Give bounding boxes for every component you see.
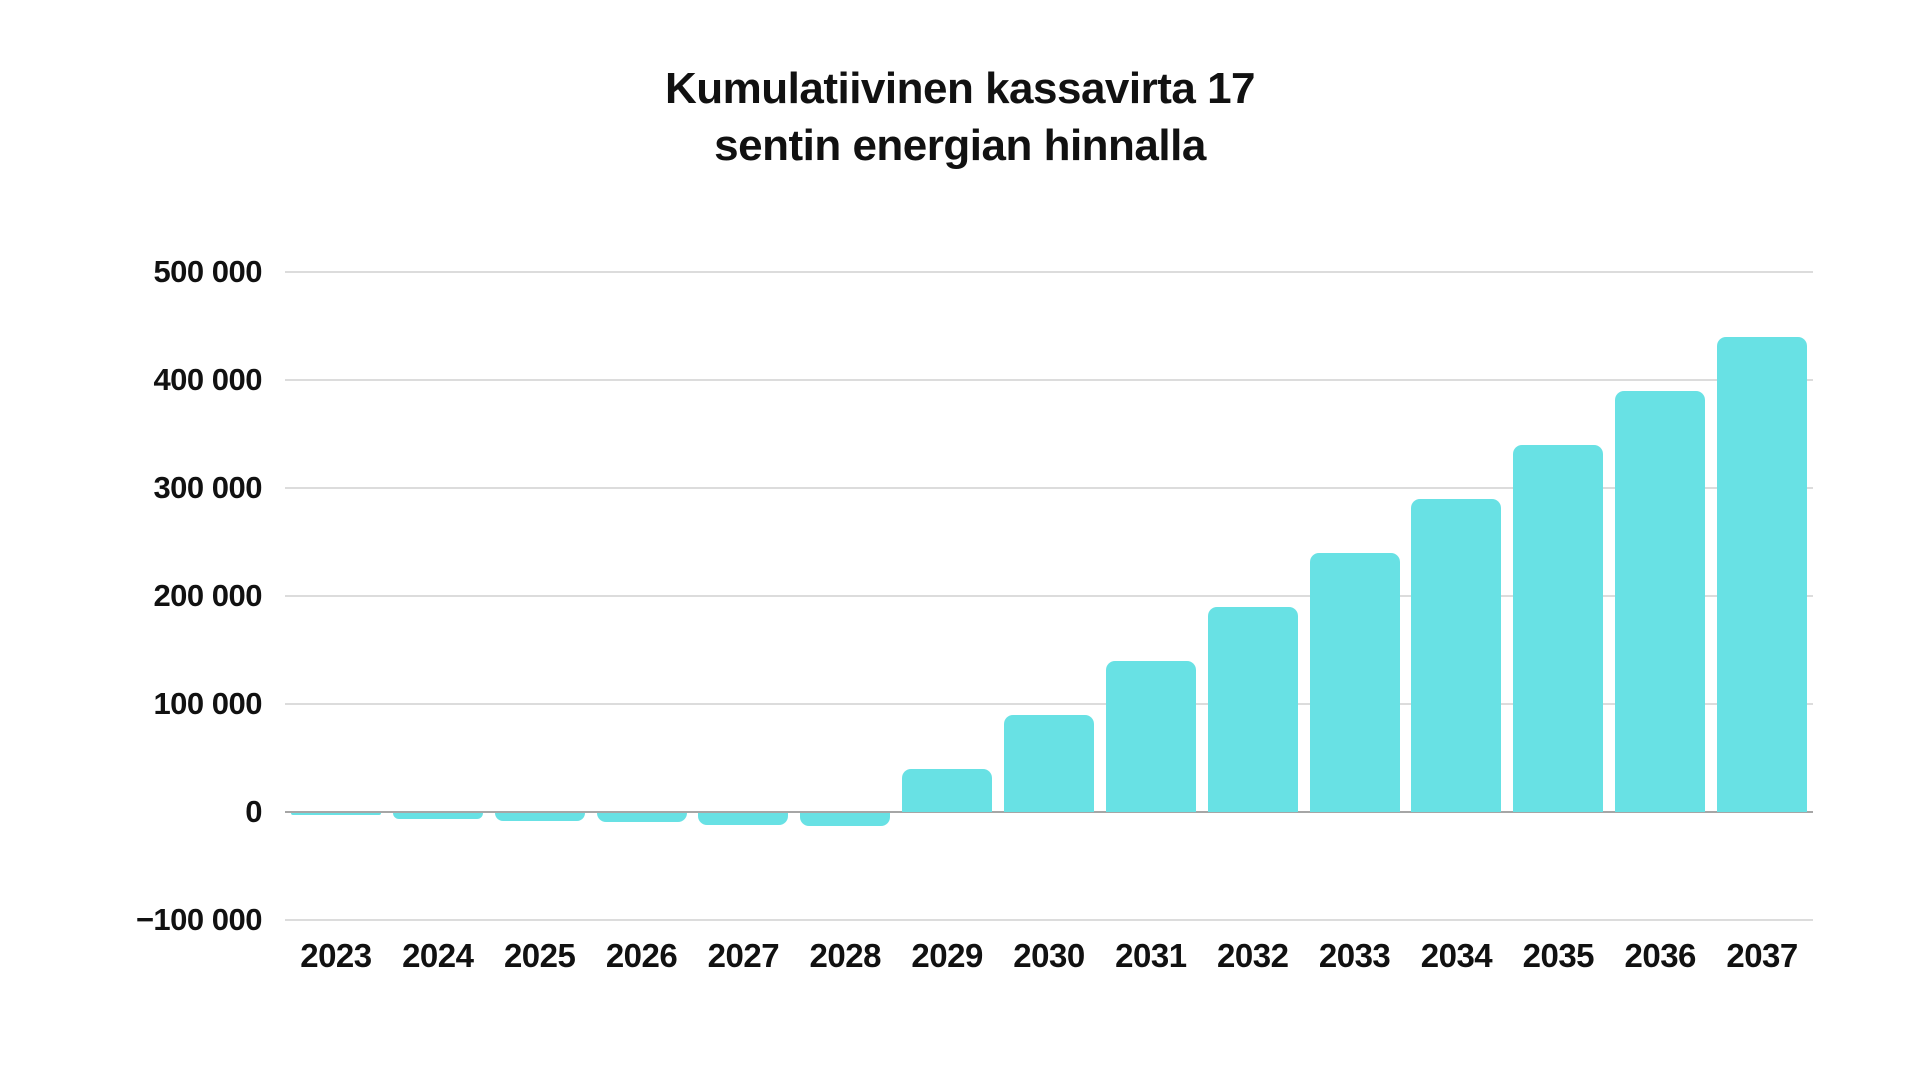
x-tick-label-2033: 2033	[1318, 937, 1391, 974]
bar-2028	[800, 813, 891, 826]
gridline-100000	[285, 703, 1813, 705]
y-tick-label-300000: 300 000	[153, 470, 262, 505]
bar-2026	[596, 813, 687, 823]
gridline-300000	[285, 487, 1813, 489]
x-tick-label-2027: 2027	[707, 937, 780, 974]
y-tick-label-200000: 200 000	[153, 578, 262, 613]
y-tick-label-500000: 500 000	[153, 254, 262, 289]
bar-2027	[698, 813, 789, 825]
x-tick-label-2035: 2035	[1522, 937, 1595, 974]
gridline-500000	[285, 271, 1813, 273]
x-tick-label-2023: 2023	[300, 937, 372, 974]
x-tick-label-2029: 2029	[911, 937, 983, 974]
gridline--100000	[285, 919, 1813, 921]
bar-2034	[1411, 498, 1502, 812]
x-tick-label-2026: 2026	[605, 937, 678, 974]
x-tick-label-2037: 2037	[1726, 937, 1798, 974]
bar-2025	[494, 813, 585, 822]
bar-2030	[1004, 714, 1094, 812]
chart-title: Kumulatiivinen kassavirta 17 sentin ener…	[0, 60, 1920, 174]
bar-2033	[1309, 552, 1400, 812]
bar-2031	[1105, 660, 1196, 812]
bar-2029	[902, 768, 993, 812]
x-tick-label-2025: 2025	[503, 937, 576, 974]
x-tick-label-2028: 2028	[809, 937, 882, 974]
y-tick-label-0: 0	[245, 794, 262, 829]
bar-2035	[1513, 444, 1604, 812]
bar-2032	[1207, 606, 1298, 812]
x-tick-label-2036: 2036	[1624, 937, 1696, 974]
y-tick-label--100000: −100 000	[135, 902, 263, 937]
bar-2037	[1717, 336, 1808, 812]
x-tick-label-2034: 2034	[1420, 937, 1493, 974]
x-tick-label-2031: 2031	[1115, 937, 1187, 974]
chart-title-line2: sentin energian hinnalla	[714, 121, 1206, 170]
x-tick-label-2030: 2030	[1013, 937, 1085, 974]
y-tick-label-100000: 100 000	[153, 686, 262, 721]
bar-2023	[290, 813, 381, 816]
bar-2036	[1615, 390, 1706, 812]
chart-title-line1: Kumulatiivinen kassavirta 17	[664, 64, 1256, 113]
gridline-200000	[285, 595, 1813, 597]
y-tick-label-400000: 400 000	[153, 362, 262, 397]
x-tick-label-2032: 2032	[1217, 937, 1289, 974]
x-tick-label-2024: 2024	[402, 937, 474, 974]
gridline-0	[285, 811, 1813, 813]
gridline-400000	[285, 379, 1813, 381]
bar-2024	[392, 813, 483, 819]
